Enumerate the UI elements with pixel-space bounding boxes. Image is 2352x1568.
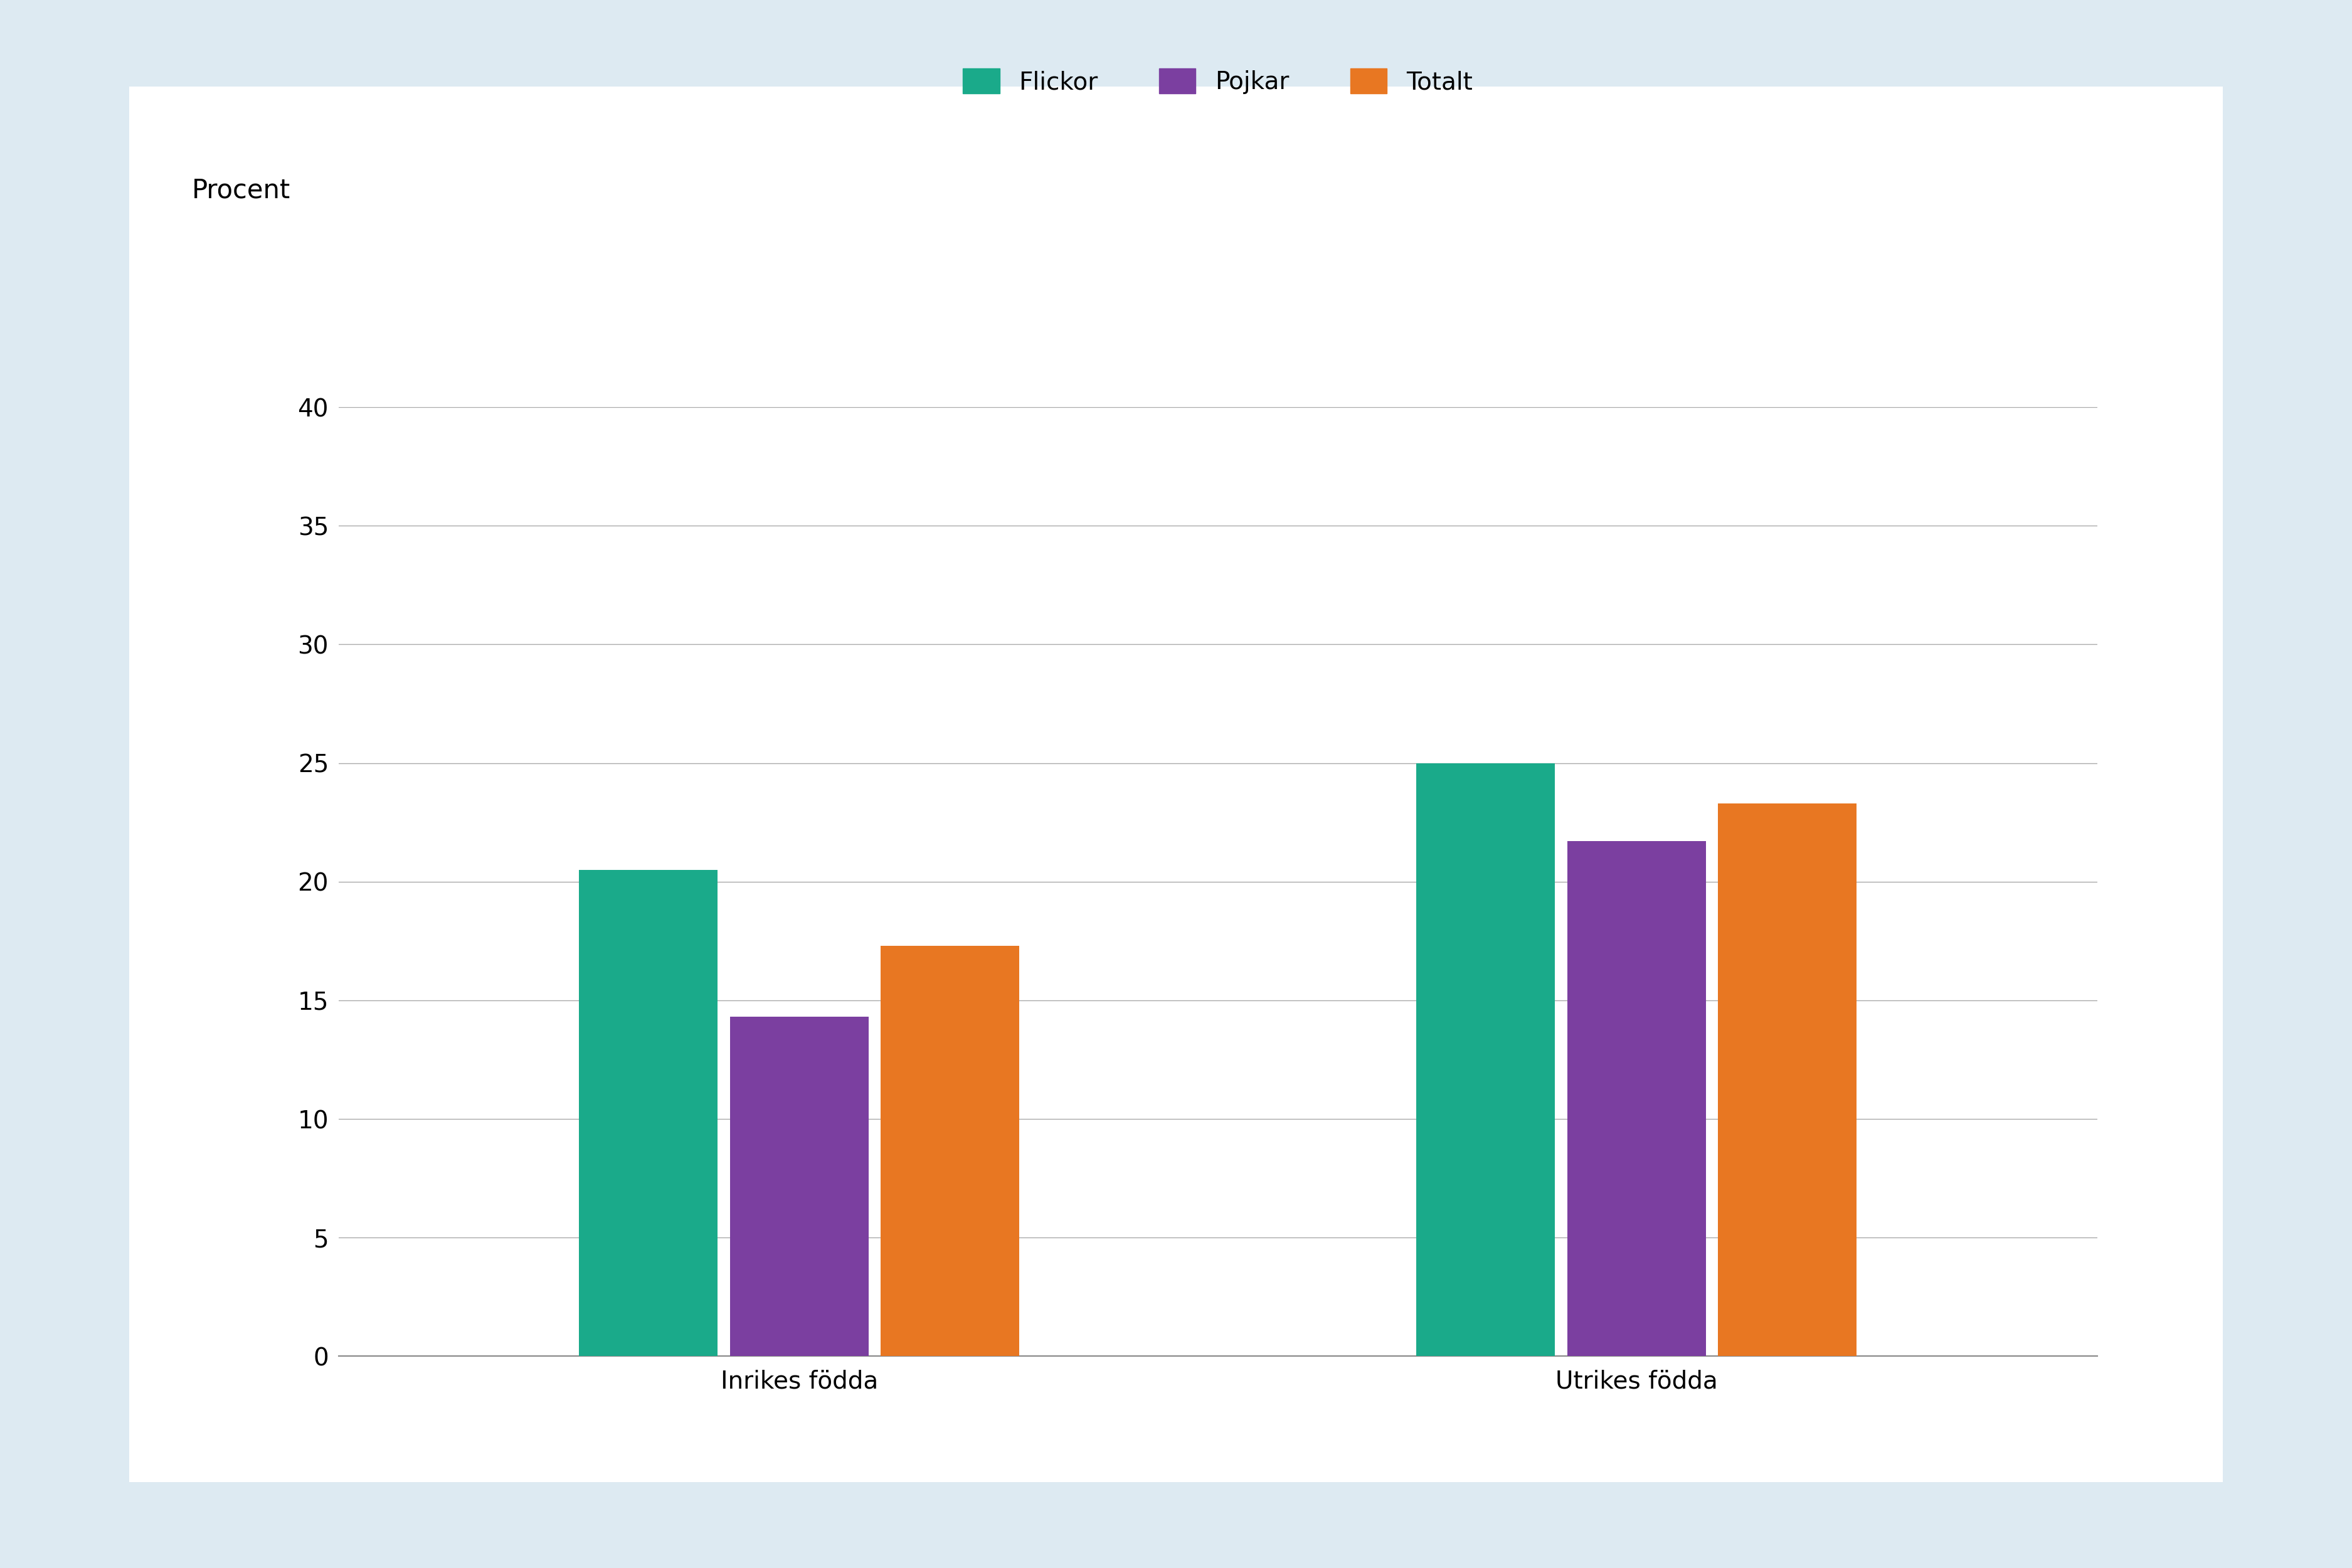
Bar <box>579 870 717 1356</box>
Bar <box>1717 803 1856 1356</box>
Text: Procent: Procent <box>193 177 292 204</box>
Bar <box>1416 764 1555 1356</box>
Bar <box>880 946 1018 1356</box>
Bar <box>729 1018 868 1356</box>
Legend: Flickor, Pojkar, Totalt: Flickor, Pojkar, Totalt <box>953 60 1482 103</box>
Bar <box>1566 842 1705 1356</box>
